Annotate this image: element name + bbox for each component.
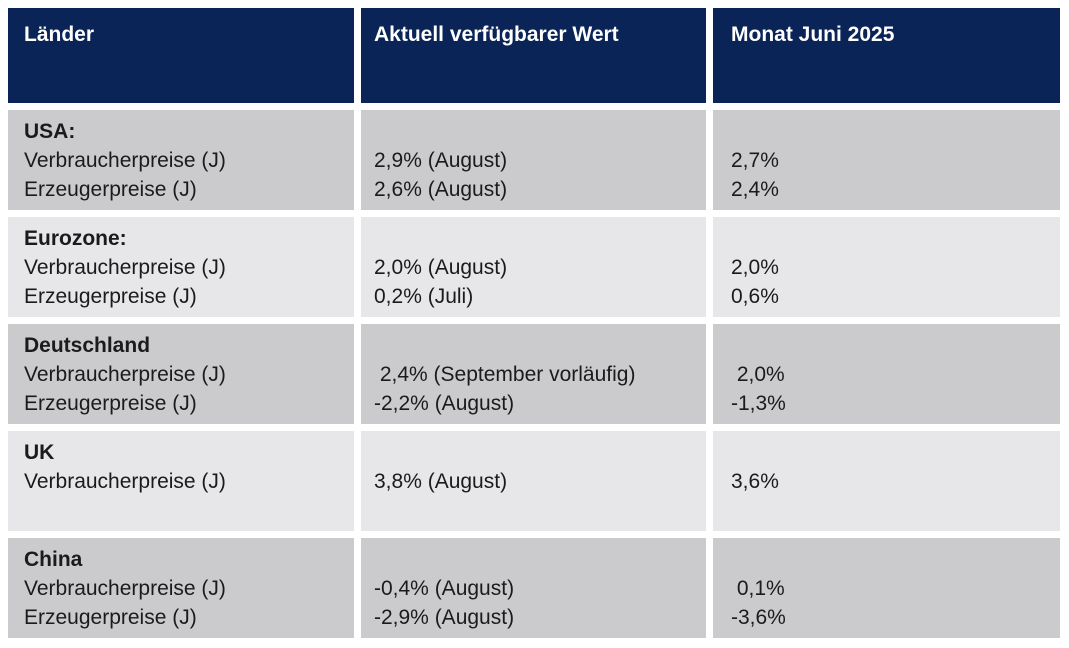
- country-name: USA:: [24, 120, 76, 143]
- spacer-line: [731, 545, 1060, 574]
- table-row-uk: UK Verbraucherpreise (J) 3,8% (August) 3…: [8, 431, 1060, 531]
- current-value: -2,2% (August): [374, 392, 515, 415]
- spacer-line: [731, 224, 1060, 253]
- header-cell-monat-juni-2025: Monat Juni 2025: [713, 8, 1060, 103]
- current-value-cell: 3,8% (August): [361, 431, 706, 531]
- current-value: 3,8% (August): [374, 470, 508, 493]
- metric-label: Erzeugerpreise (J): [24, 178, 197, 201]
- monat-value: [731, 496, 1060, 525]
- metric-label: Erzeugerpreise (J): [24, 392, 197, 415]
- metric-label: Verbraucherpreise (J): [24, 256, 226, 279]
- country-cell: China Verbraucherpreise (J) Erzeugerprei…: [8, 538, 354, 638]
- header-cell-laender: Länder: [8, 8, 354, 103]
- metric-label: Erzeugerpreise (J): [24, 285, 197, 308]
- header-cell-aktueller-wert: Aktuell verfügbarer Wert: [361, 8, 706, 103]
- current-value: 2,0% (August): [374, 256, 508, 279]
- monat-value-cell: 3,6%: [713, 431, 1060, 531]
- monat-value-cell: 2,0% 0,6%: [713, 217, 1060, 317]
- table-row-usa: USA: Verbraucherpreise (J) Erzeugerpreis…: [8, 110, 1060, 210]
- spacer-line: [731, 117, 1060, 146]
- monat-value: 2,7%: [731, 149, 779, 172]
- current-value: 0,2% (Juli): [374, 285, 474, 308]
- monat-value: 2,0%: [731, 363, 785, 386]
- monat-value-cell: 2,0% -1,3%: [713, 324, 1060, 424]
- monat-value: 0,1%: [731, 577, 785, 600]
- table-row-deutschland: Deutschland Verbraucherpreise (J) Erzeug…: [8, 324, 1060, 424]
- current-value: -2,9% (August): [374, 606, 515, 629]
- current-value: 2,9% (August): [374, 149, 508, 172]
- metric-label: Verbraucherpreise (J): [24, 577, 226, 600]
- current-value-cell: 2,9% (August) 2,6% (August): [361, 110, 706, 210]
- current-value: [374, 496, 706, 525]
- table-row-china: China Verbraucherpreise (J) Erzeugerprei…: [8, 538, 1060, 638]
- country-cell: USA: Verbraucherpreise (J) Erzeugerpreis…: [8, 110, 354, 210]
- metric-label: [24, 496, 354, 525]
- monat-value: 2,0%: [731, 256, 779, 279]
- spacer-line: [374, 117, 706, 146]
- current-value: 2,4% (September vorläufig): [374, 363, 636, 386]
- monat-value: -1,3%: [731, 392, 786, 415]
- country-name: Eurozone:: [24, 227, 127, 250]
- inflation-table: Länder Aktuell verfügbarer Wert Monat Ju…: [8, 8, 1060, 638]
- monat-value: -3,6%: [731, 606, 786, 629]
- country-cell: UK Verbraucherpreise (J): [8, 431, 354, 531]
- spacer-line: [374, 545, 706, 574]
- current-value-cell: 2,4% (September vorläufig) -2,2% (August…: [361, 324, 706, 424]
- country-cell: Deutschland Verbraucherpreise (J) Erzeug…: [8, 324, 354, 424]
- monat-value: 0,6%: [731, 285, 779, 308]
- current-value: 2,6% (August): [374, 178, 508, 201]
- current-value-cell: 2,0% (August) 0,2% (Juli): [361, 217, 706, 317]
- current-value: -0,4% (August): [374, 577, 515, 600]
- country-name: China: [24, 548, 83, 571]
- monat-value: 2,4%: [731, 178, 779, 201]
- spacer-line: [374, 438, 706, 467]
- spacer-line: [374, 224, 706, 253]
- metric-label: Verbraucherpreise (J): [24, 470, 226, 493]
- spacer-line: [731, 438, 1060, 467]
- monat-value: 3,6%: [731, 470, 779, 493]
- spacer-line: [731, 331, 1060, 360]
- metric-label: Verbraucherpreise (J): [24, 149, 226, 172]
- table-header-row: Länder Aktuell verfügbarer Wert Monat Ju…: [8, 8, 1060, 103]
- table-row-eurozone: Eurozone: Verbraucherpreise (J) Erzeuger…: [8, 217, 1060, 317]
- country-name: Deutschland: [24, 334, 151, 357]
- metric-label: Verbraucherpreise (J): [24, 363, 226, 386]
- country-name: UK: [24, 441, 55, 464]
- country-cell: Eurozone: Verbraucherpreise (J) Erzeuger…: [8, 217, 354, 317]
- monat-value-cell: 2,7% 2,4%: [713, 110, 1060, 210]
- metric-label: Erzeugerpreise (J): [24, 606, 197, 629]
- current-value-cell: -0,4% (August) -2,9% (August): [361, 538, 706, 638]
- monat-value-cell: 0,1% -3,6%: [713, 538, 1060, 638]
- spacer-line: [374, 331, 706, 360]
